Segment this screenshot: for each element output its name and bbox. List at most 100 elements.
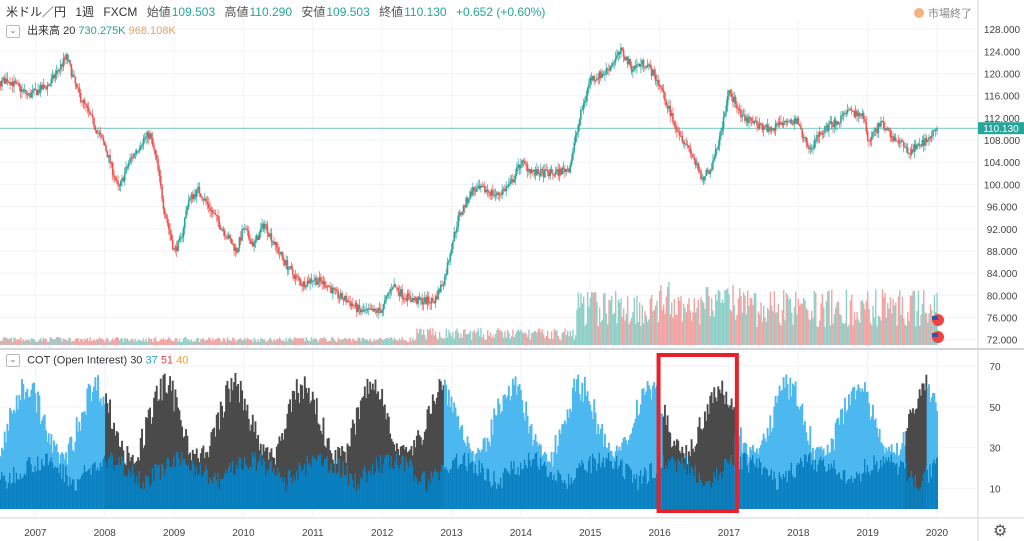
volume-bar bbox=[49, 337, 51, 345]
y-tick-label: 104.000 bbox=[984, 158, 1021, 169]
candle-body bbox=[131, 157, 134, 159]
chevron-down-icon[interactable]: ⌄ bbox=[6, 24, 20, 38]
volume-bar bbox=[521, 332, 523, 345]
volume-bar bbox=[412, 337, 414, 345]
volume-bar bbox=[226, 337, 229, 345]
volume-bar bbox=[108, 340, 110, 345]
volume-bar bbox=[442, 337, 445, 345]
volume-bar bbox=[398, 338, 401, 345]
volume-bar bbox=[484, 339, 486, 345]
candle-body bbox=[54, 74, 57, 79]
volume-bar bbox=[561, 332, 564, 345]
volume-bar bbox=[126, 338, 129, 345]
gear-icon[interactable]: ⚙ bbox=[993, 523, 1008, 540]
interval[interactable]: 1週 bbox=[75, 5, 95, 19]
volume-bar bbox=[101, 338, 103, 345]
volume-label[interactable]: 出来高 20 bbox=[27, 25, 76, 37]
volume-bar bbox=[476, 331, 478, 345]
candle-body bbox=[166, 218, 169, 224]
y-tick-label: 112.000 bbox=[984, 114, 1020, 125]
volume-bar bbox=[576, 309, 578, 345]
volume-bar bbox=[710, 298, 713, 345]
volume-bar bbox=[741, 312, 744, 345]
volume-bar bbox=[365, 339, 367, 345]
candle-body bbox=[806, 142, 809, 146]
volume-bar bbox=[773, 291, 776, 345]
candle-body bbox=[568, 168, 570, 173]
volume-bar bbox=[82, 341, 85, 345]
volume-bar bbox=[5, 337, 7, 345]
candle-body bbox=[780, 121, 782, 124]
candle-body bbox=[645, 66, 648, 68]
volume-bar bbox=[145, 339, 147, 345]
volume-bar bbox=[473, 330, 475, 345]
volume-bar bbox=[837, 301, 840, 345]
volume-bar bbox=[513, 337, 515, 345]
candle-body bbox=[412, 298, 414, 302]
candle-body bbox=[71, 74, 74, 77]
candle-body bbox=[226, 237, 229, 239]
volume-bar bbox=[748, 305, 750, 345]
volume-bar bbox=[225, 341, 227, 345]
volume-bar bbox=[525, 333, 527, 345]
volume-bar bbox=[292, 340, 294, 345]
volume-bar bbox=[753, 293, 756, 345]
volume-bar bbox=[461, 337, 463, 345]
volume-bar bbox=[544, 338, 546, 345]
volume-bar bbox=[700, 297, 702, 345]
volume-bar bbox=[326, 341, 329, 345]
candle-body bbox=[557, 169, 560, 176]
volume-bar bbox=[282, 340, 285, 345]
volume-bar bbox=[434, 331, 437, 345]
volume-bar bbox=[706, 287, 709, 345]
volume-bar bbox=[642, 323, 645, 345]
chevron-down-icon[interactable]: ⌄ bbox=[6, 354, 20, 367]
volume-bar bbox=[652, 311, 654, 345]
symbol-name[interactable]: 米ドル／円 bbox=[6, 5, 67, 19]
candle-body bbox=[664, 92, 666, 101]
volume-bar bbox=[645, 315, 648, 345]
candle-body bbox=[251, 241, 254, 247]
volume-bar bbox=[701, 300, 704, 345]
candle-body bbox=[89, 111, 91, 115]
volume-bar bbox=[462, 329, 465, 345]
y-tick-label: 92.000 bbox=[987, 225, 1018, 236]
candle-body bbox=[322, 280, 325, 284]
candle-body bbox=[860, 115, 862, 117]
volume-bar bbox=[927, 322, 929, 345]
candle-body bbox=[737, 108, 740, 110]
cot-label[interactable]: COT (Open Interest) bbox=[27, 354, 128, 367]
candle-body bbox=[868, 140, 870, 142]
volume-bar bbox=[485, 339, 487, 345]
candle-body bbox=[833, 119, 836, 128]
volume-bar bbox=[702, 302, 705, 345]
volume-bar bbox=[721, 299, 724, 345]
candle-body bbox=[722, 116, 725, 128]
volume-bar bbox=[93, 339, 95, 345]
candle-body bbox=[449, 254, 451, 261]
volume-bar bbox=[852, 325, 854, 345]
candle-body bbox=[761, 124, 764, 131]
volume-bar bbox=[763, 305, 765, 345]
volume-bar bbox=[759, 313, 761, 345]
candle-body bbox=[596, 78, 598, 80]
volume-bar bbox=[138, 339, 141, 345]
candle-body bbox=[298, 277, 301, 281]
volume-bar bbox=[77, 338, 79, 345]
candle-body bbox=[882, 121, 885, 128]
volume-bar bbox=[182, 338, 185, 345]
candle-body bbox=[347, 300, 350, 302]
candle-body bbox=[416, 297, 418, 304]
volume-bar bbox=[624, 320, 626, 345]
candle-body bbox=[432, 298, 434, 302]
volume-bar bbox=[616, 323, 618, 345]
candle-body bbox=[900, 140, 902, 143]
volume-bar bbox=[65, 339, 67, 345]
candle-body bbox=[349, 301, 351, 307]
candle-body bbox=[884, 127, 886, 131]
volume-bar bbox=[905, 325, 908, 345]
volume-bar bbox=[396, 339, 398, 345]
volume-bar bbox=[509, 338, 511, 345]
volume-bar bbox=[895, 302, 897, 345]
volume-bar bbox=[205, 339, 207, 345]
